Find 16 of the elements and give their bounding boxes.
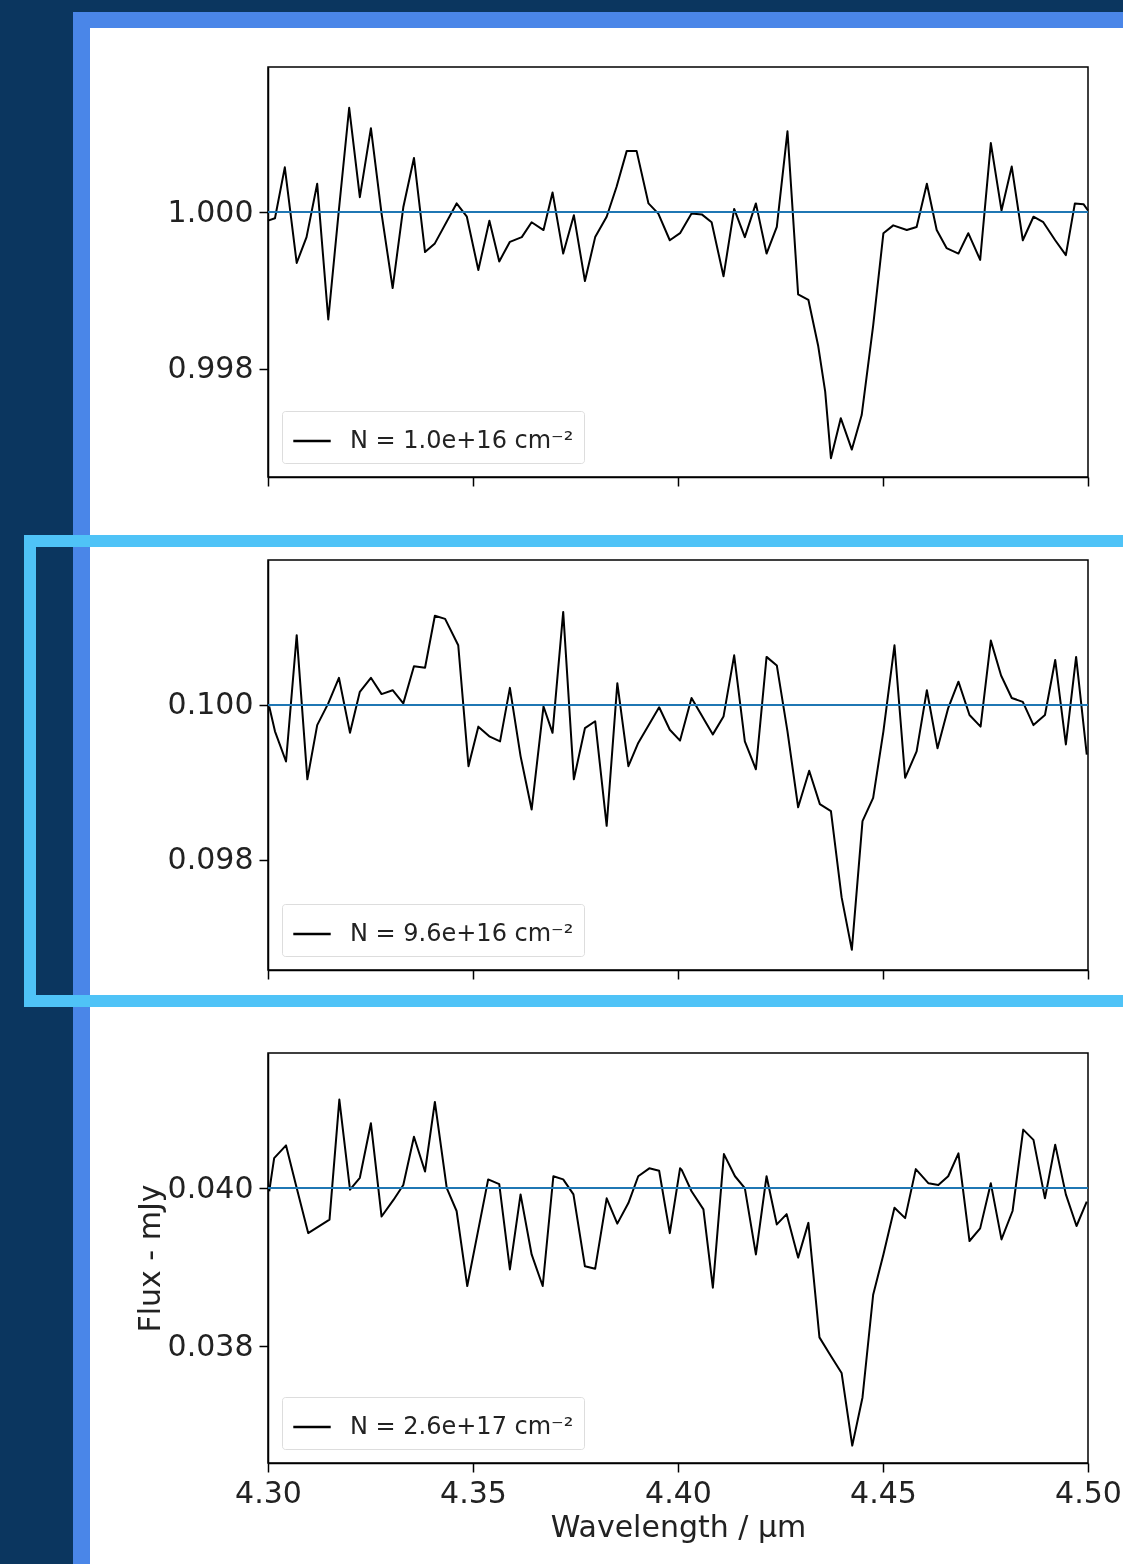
legend-label: N = 9.6e+16 cm⁻² — [350, 919, 574, 947]
x-tick-label: 4.45 — [850, 1474, 917, 1510]
y-tick-label: 0.100 — [167, 686, 254, 722]
y-tick-label: 0.038 — [167, 1327, 254, 1363]
y-tick-label: 1.000 — [167, 193, 254, 229]
y-tick-label: 0.998 — [167, 350, 254, 386]
x-tick-label: 4.30 — [235, 1474, 302, 1510]
x-axis-title: Wavelength / μm — [550, 1508, 807, 1544]
y-axis-title: Flux - mJy — [131, 1184, 167, 1333]
x-tick-label: 4.35 — [440, 1474, 507, 1510]
x-tick-label: 4.40 — [645, 1474, 712, 1510]
y-tick-label: 0.040 — [167, 1169, 254, 1205]
y-tick-label: 0.098 — [167, 841, 254, 877]
legend-label: N = 1.0e+16 cm⁻² — [350, 426, 574, 454]
legend-label: N = 2.6e+17 cm⁻² — [350, 1412, 574, 1440]
x-tick-label: 4.50 — [1055, 1474, 1122, 1510]
